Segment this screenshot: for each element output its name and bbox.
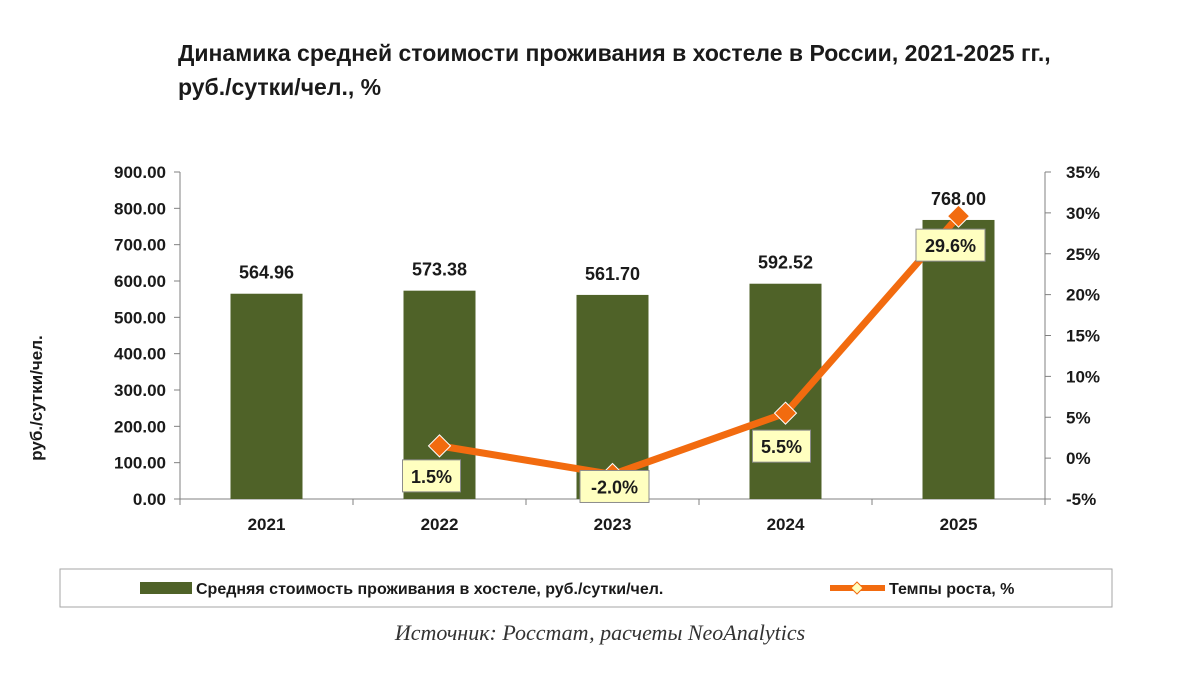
bar-value-label: 573.38: [412, 260, 467, 280]
bar-value-label: 564.96: [239, 263, 294, 283]
right-tick-label: 0%: [1066, 449, 1091, 468]
left-tick-label: 0.00: [133, 490, 166, 509]
x-tick-label: 2021: [248, 515, 286, 534]
right-tick-label: 10%: [1066, 367, 1100, 386]
growth-value-label: -2.0%: [591, 477, 638, 497]
legend-bar-swatch: [140, 582, 192, 594]
right-tick-label: -5%: [1066, 490, 1096, 509]
left-tick-label: 400.00: [114, 345, 166, 364]
legend-box: [59, 568, 1113, 608]
growth-marker: [773, 401, 798, 425]
growth-label-box: [752, 429, 811, 463]
chart-title-line2: руб./сутки/чел., %: [178, 74, 382, 100]
legend-line-marker: [850, 581, 864, 595]
growth-label-box: [915, 228, 986, 262]
left-tick-label: 200.00: [114, 417, 166, 436]
left-tick-label: 700.00: [114, 236, 166, 255]
x-tick-label: 2022: [421, 515, 459, 534]
right-tick-label: 5%: [1066, 408, 1091, 427]
chart-title-line1: Динамика средней стоимости проживания в …: [178, 40, 1051, 66]
right-tick-label: 15%: [1066, 327, 1100, 346]
growth-value-label: 1.5%: [411, 467, 452, 487]
bar-2021: [230, 293, 303, 499]
right-tick-label: 20%: [1066, 286, 1100, 305]
right-tick-label: 35%: [1066, 163, 1100, 182]
y-axis-title: руб./сутки/чел.: [27, 335, 46, 461]
chart-title: Динамика средней стоимости проживания в …: [178, 36, 1178, 104]
combo-chart: 0.00 100.00 200.00 300.00 400.00 500.00 600.00…: [27, 163, 1113, 608]
left-tick-label: 800.00: [114, 199, 166, 218]
bar-value-label: 561.70: [585, 264, 640, 284]
growth-value-label: 29.6%: [925, 236, 976, 256]
growth-label-box: [402, 459, 461, 493]
bar-value-label: 768.00: [931, 189, 986, 209]
left-tick-label: 600.00: [114, 272, 166, 291]
left-tick-label: 500.00: [114, 308, 166, 327]
growth-value-label: 5.5%: [761, 437, 802, 457]
left-tick-label: 300.00: [114, 381, 166, 400]
bar-2025: [922, 219, 995, 499]
growth-line: [438, 213, 962, 478]
x-tick-label: 2023: [594, 515, 632, 534]
growth-marker: [427, 434, 452, 458]
source-note: Источник: Росстат, расчеты NeoAnalytics: [394, 620, 806, 645]
bar-value-label: 592.52: [758, 253, 813, 273]
legend-line-label: Темпы роста, %: [889, 581, 1014, 598]
left-tick-label: 100.00: [114, 454, 166, 473]
growth-label-box: [579, 469, 650, 503]
x-tick-label: 2025: [940, 515, 978, 534]
right-tick-label: 25%: [1066, 245, 1100, 264]
legend-bar-label: Средняя стоимость проживания в хостеле, …: [196, 581, 663, 598]
x-tick-label: 2024: [767, 515, 805, 534]
left-tick-label: 900.00: [114, 163, 166, 182]
bar-2024: [749, 283, 822, 499]
right-tick-label: 30%: [1066, 204, 1100, 223]
growth-marker: [946, 204, 971, 228]
